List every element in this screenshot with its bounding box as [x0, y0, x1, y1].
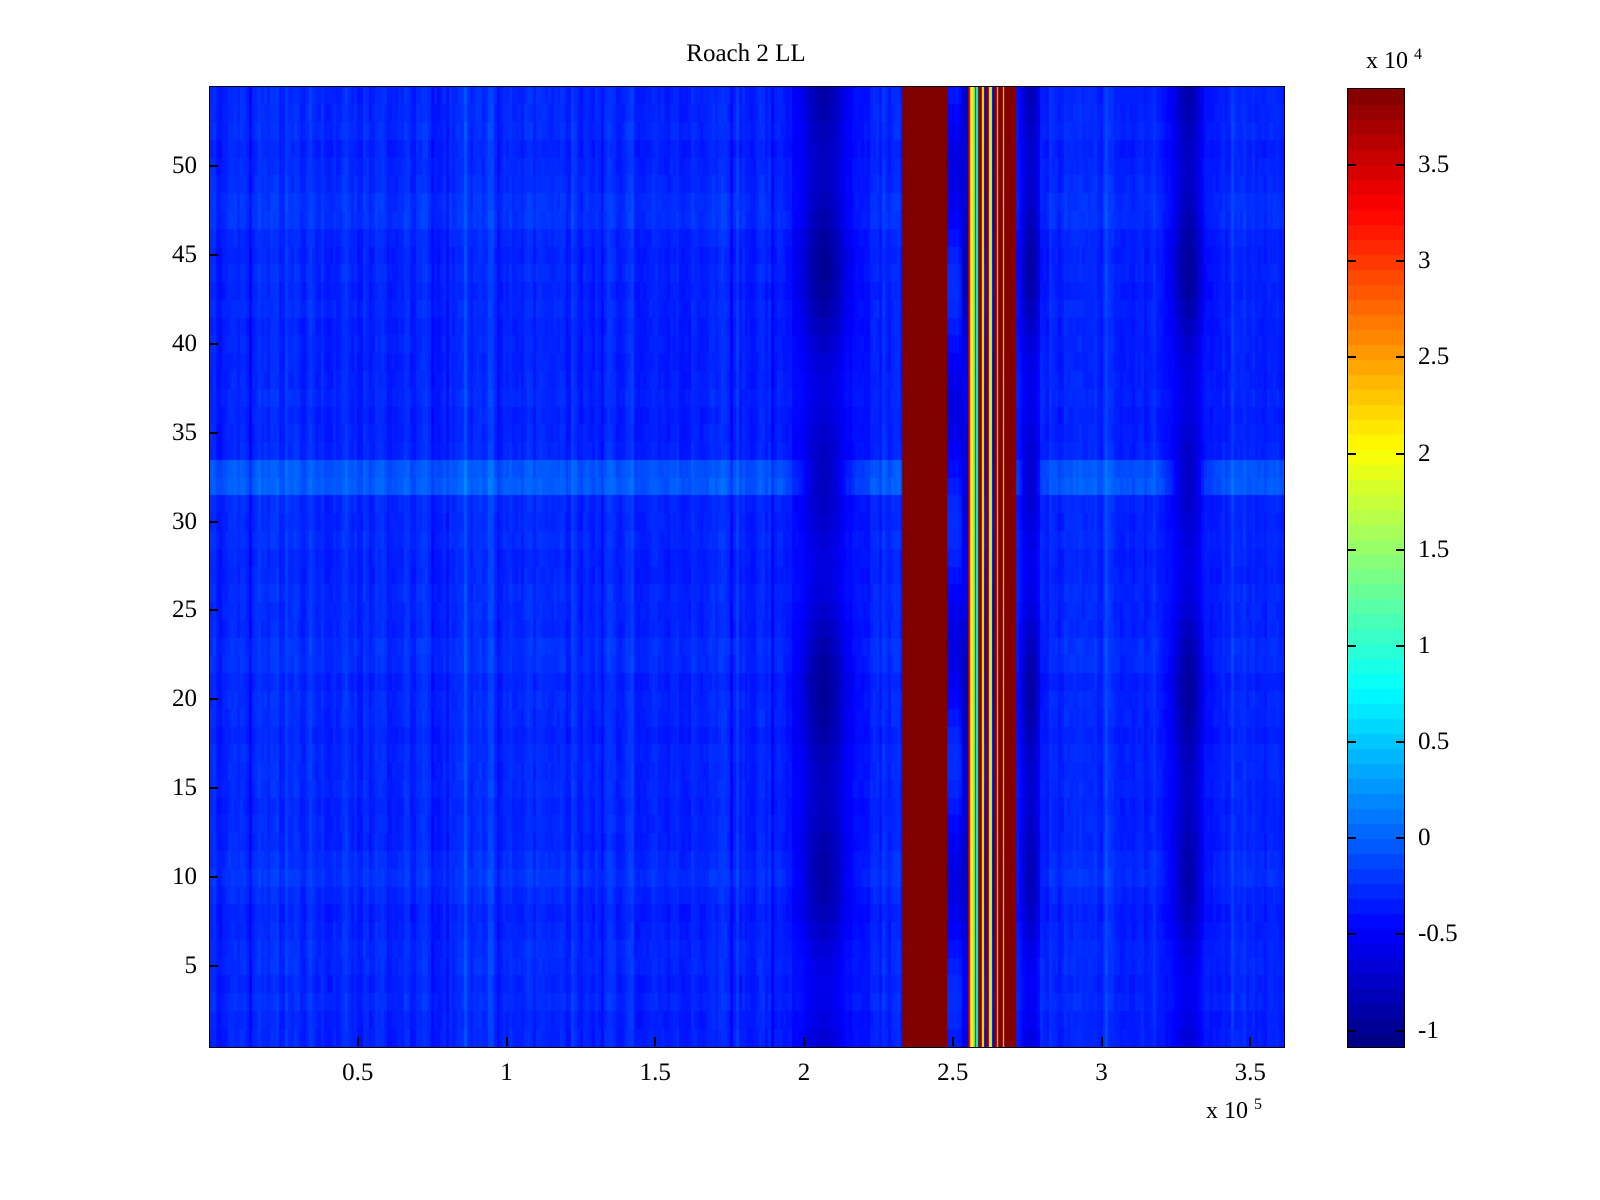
y-tick-mark [209, 609, 218, 612]
y-tick-mark [209, 787, 218, 790]
x-tick-label: 2 [797, 1059, 811, 1086]
y-tick-mark [209, 698, 218, 701]
colorbar-tick-label: 0 [1418, 824, 1431, 852]
colorbar-tick-mark [1396, 163, 1405, 166]
y-tick-mark [209, 876, 218, 879]
y-tick-label: 35 [172, 418, 197, 446]
x-tick-label: 1 [500, 1059, 513, 1086]
colorbar-tick-mark [1396, 741, 1405, 744]
x-tick-mark [1249, 1037, 1252, 1046]
colorbar-tick-mark [1396, 356, 1405, 359]
y-tick-label: 15 [172, 774, 197, 802]
colorbar-tick-label: -1 [1418, 1016, 1439, 1044]
y-tick-mark [209, 165, 218, 167]
colorbar-tick-label: -0.5 [1418, 920, 1458, 948]
heatmap-image [210, 87, 1284, 1047]
y-tick-label: 20 [172, 685, 197, 713]
colorbar-tick-mark [1347, 741, 1356, 744]
y-tick-mark [209, 342, 218, 345]
x-tick-label: 2.5 [937, 1059, 969, 1086]
colorbar-tick-mark [1347, 163, 1356, 166]
y-tick-label: 5 [184, 952, 198, 979]
y-tick-label: 30 [172, 507, 197, 535]
colorbar-tick-mark [1347, 933, 1356, 936]
x-tick-label: 3 [1095, 1059, 1108, 1086]
colorbar-tick-mark [1396, 260, 1405, 263]
colorbar-tick-mark [1347, 644, 1356, 647]
y-tick-mark [209, 431, 218, 434]
x-tick-label: 0.5 [342, 1059, 374, 1086]
y-tick-label: 10 [172, 863, 197, 891]
colorbar-tick-mark [1347, 356, 1356, 359]
y-tick-mark [209, 520, 218, 523]
colorbar-tick-mark [1396, 1029, 1405, 1032]
colorbar-tick-mark [1396, 644, 1405, 647]
colorbar-tick-mark [1347, 548, 1356, 551]
y-tick-mark [209, 253, 218, 256]
colorbar-tick-label: 3.5 [1418, 150, 1450, 178]
x-tick-mark [951, 1037, 954, 1046]
colorbar-tick-mark [1396, 933, 1405, 936]
x-axis-exponent-label: x 10 5 [1206, 1096, 1262, 1125]
page-title: Roach 2 LL [686, 40, 806, 67]
y-tick-label: 50 [172, 152, 197, 179]
colorbar-tick-mark [1396, 452, 1405, 455]
colorbar-tick-mark [1347, 452, 1356, 455]
colorbar-tick-label: 2 [1418, 439, 1431, 467]
x-tick-mark [654, 1037, 657, 1046]
colorbar-tick-mark [1347, 837, 1356, 840]
y-tick-label: 45 [172, 240, 197, 268]
y-tick-mark [209, 965, 218, 967]
colorbar-tick-mark [1396, 548, 1405, 551]
colorbar-tick-label: 2.5 [1418, 343, 1450, 371]
x-tick-label: 1.5 [639, 1059, 671, 1086]
colorbar-tick-label: 0.5 [1418, 728, 1450, 756]
x-tick-mark [505, 1037, 508, 1046]
colorbar-exponent-label: x 10 4 [1366, 46, 1422, 75]
colorbar-gradient [1348, 89, 1404, 1047]
heatmap-axes[interactable] [209, 86, 1285, 1048]
x-tick-mark [356, 1037, 359, 1046]
colorbar-tick-mark [1347, 1029, 1356, 1032]
y-tick-label: 25 [172, 596, 197, 624]
colorbar-tick-mark [1396, 837, 1405, 840]
x-tick-label: 3.5 [1234, 1059, 1266, 1086]
colorbar-tick-label: 1.5 [1418, 535, 1450, 563]
colorbar-tick-mark [1347, 260, 1356, 263]
colorbar[interactable] [1347, 88, 1405, 1048]
colorbar-tick-label: 3 [1418, 247, 1431, 275]
x-tick-mark [1100, 1037, 1103, 1046]
y-tick-label: 40 [172, 329, 197, 357]
x-tick-mark [803, 1037, 805, 1046]
colorbar-tick-label: 1 [1418, 631, 1431, 659]
